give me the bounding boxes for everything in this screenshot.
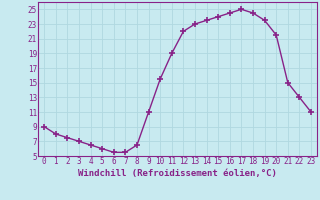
X-axis label: Windchill (Refroidissement éolien,°C): Windchill (Refroidissement éolien,°C) (78, 169, 277, 178)
